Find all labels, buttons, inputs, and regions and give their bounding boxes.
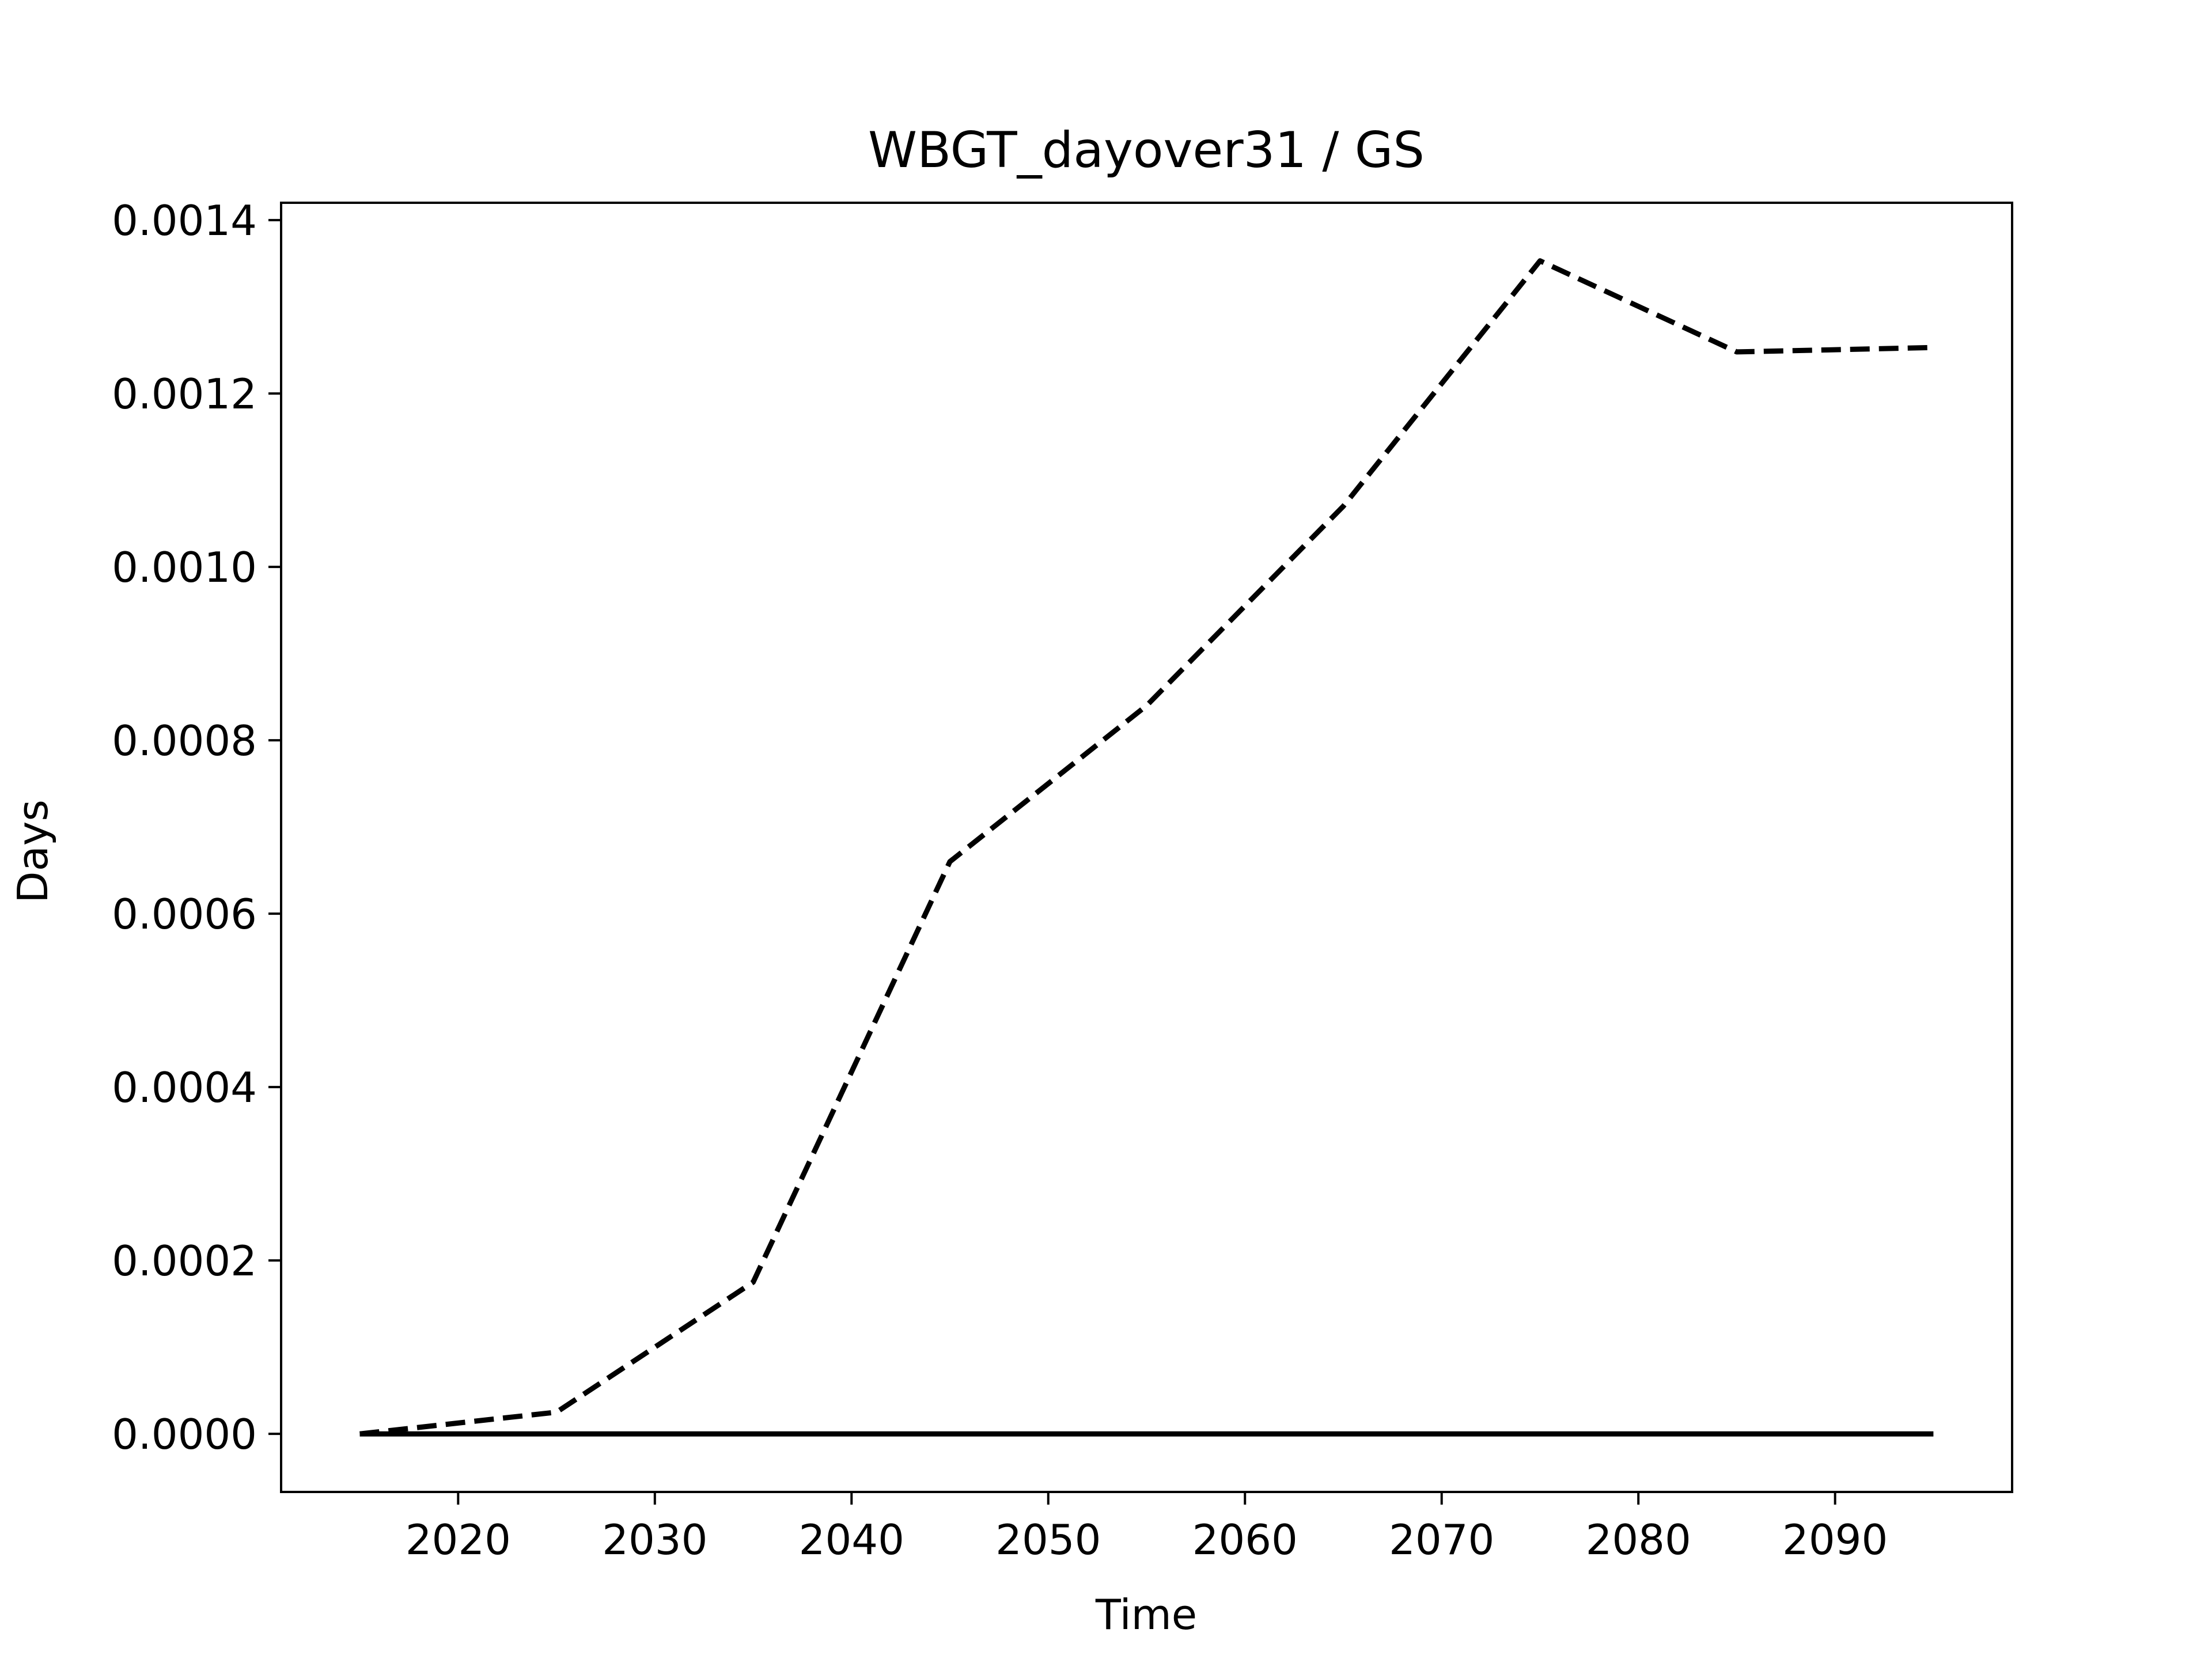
x-axis-label: Time xyxy=(1095,1590,1197,1639)
y-tick-label: 0.0014 xyxy=(112,196,257,245)
x-tick-label: 2090 xyxy=(1782,1516,1888,1564)
x-tick-label: 2020 xyxy=(406,1516,511,1564)
x-tick-label: 2060 xyxy=(1192,1516,1298,1564)
chart-title: WBGT_dayover31 / GS xyxy=(868,122,1425,179)
y-tick-label: 0.0002 xyxy=(112,1237,257,1285)
y-tick-label: 0.0012 xyxy=(112,370,257,418)
y-tick-label: 0.0008 xyxy=(112,717,257,765)
x-tick-label: 2030 xyxy=(602,1516,707,1564)
y-axis-label: Days xyxy=(9,800,57,903)
x-tick-label: 2070 xyxy=(1389,1516,1494,1564)
x-tick-label: 2050 xyxy=(995,1516,1101,1564)
x-tick-label: 2080 xyxy=(1586,1516,1691,1564)
y-tick-label: 0.0006 xyxy=(112,890,257,938)
x-tick-label: 2040 xyxy=(799,1516,904,1564)
series-line-1 xyxy=(359,258,1934,1437)
y-tick-label: 0.0004 xyxy=(112,1063,257,1112)
plot-frame xyxy=(280,202,2013,1493)
series-layer xyxy=(359,258,1934,1437)
y-axis: 0.0000 0.0002 0.0004 0.0006 0.0008 0.0010 0.00… xyxy=(112,196,281,1459)
x-axis: 2020 2030 2040 2050 2060 2070 2080 2090 xyxy=(406,1492,1888,1564)
y-tick-label: 0.0010 xyxy=(112,543,257,592)
y-tick-label: 0.0000 xyxy=(112,1410,257,1459)
